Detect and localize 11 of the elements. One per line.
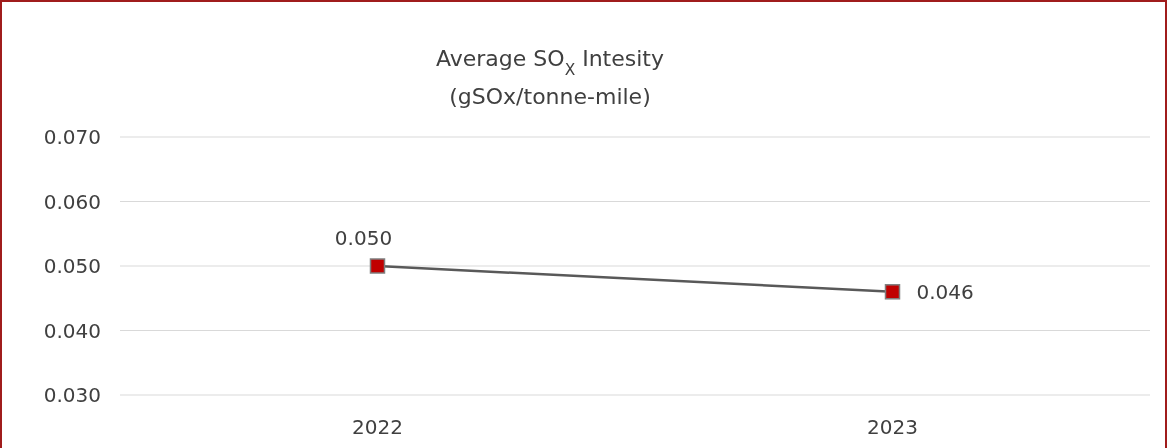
y-tick-label: 0.060	[43, 189, 101, 214]
x-tick-label: 2022	[352, 415, 403, 439]
y-tick-label: 0.050	[43, 254, 101, 278]
data-label: 0.046	[916, 279, 974, 304]
y-tick-label: 0.070	[43, 125, 101, 149]
chart-subtitle: (gSOx/tonne-mile)	[449, 84, 651, 109]
y-tick-label: 0.030	[43, 383, 101, 407]
chart-title: Average SO$_{X}$ Intesity	[436, 46, 664, 79]
data-label: 0.050	[334, 226, 393, 250]
y-tick-label: 0.040	[43, 318, 101, 343]
x-tick-label: 2023	[867, 415, 918, 439]
